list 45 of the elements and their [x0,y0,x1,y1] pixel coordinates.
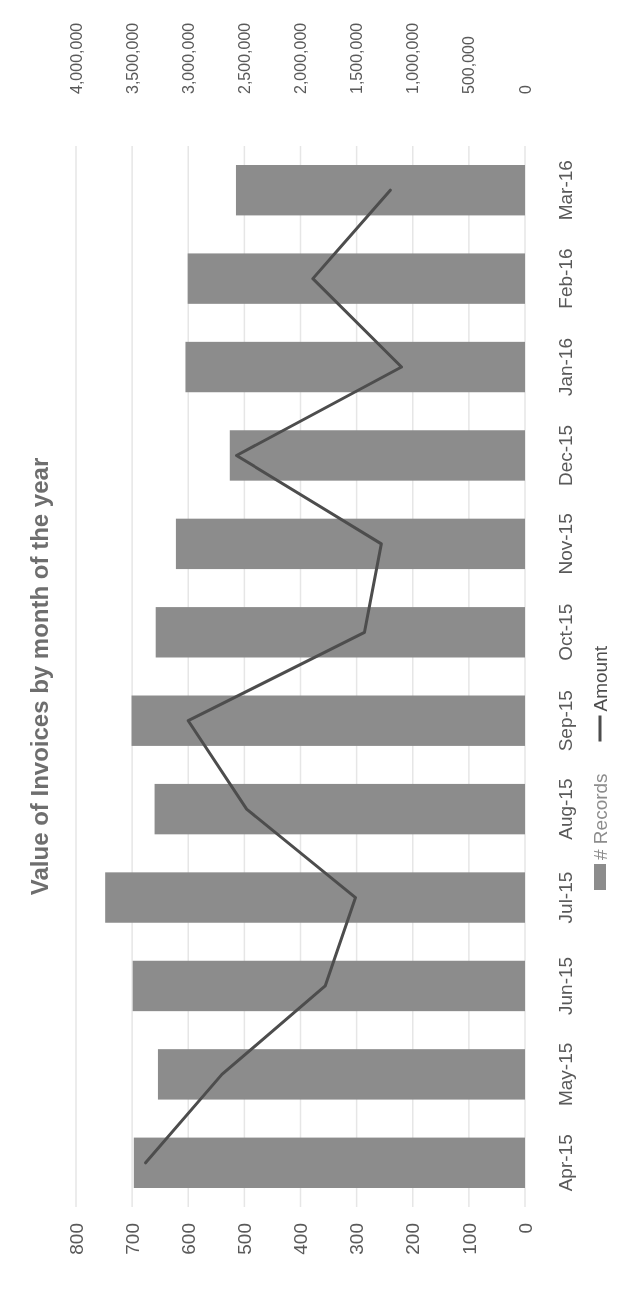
x-tick-label: 700 [121,1223,143,1255]
x-tick-label: 800 [65,1223,87,1255]
bar [185,341,525,393]
bar [157,1049,525,1100]
bar [155,607,525,658]
x2-tick-label: 1,000,000 [404,22,422,94]
text: # Records [589,773,611,860]
x-tick-label: 600 [177,1223,199,1255]
x2-tick-label: 500,000 [460,36,478,94]
x2-tick-label: 2,000,000 [292,22,310,94]
x-tick-label: 0 [514,1223,536,1234]
x-tick-label: 400 [290,1223,312,1255]
y-tick-label: Jan-16 [554,337,576,397]
y-tick-label: Jun-15 [554,956,576,1016]
x2-tick-label: 4,000,000 [67,22,85,94]
y-tick-label: Apr-15 [554,1134,576,1192]
bar [131,695,525,746]
y-tick-label: May-15 [554,1042,576,1107]
x-tick-label: 500 [234,1223,256,1255]
bar [235,165,525,216]
y-tick-label: Aug-15 [554,778,576,840]
text: Value of Invoices by month of the year [26,457,54,896]
x-tick-label: 300 [346,1223,368,1255]
y-tick-label: Oct-15 [554,603,576,661]
y-tick-label: Feb-16 [554,248,576,309]
bar [154,783,525,835]
y-tick-label: Nov-15 [554,513,576,575]
x2-tick-label: 0 [516,85,534,94]
y-tick-label: Jul-15 [554,871,576,924]
bar [133,1137,525,1188]
bar [132,960,525,1012]
x-tick-label: 200 [402,1223,424,1255]
x2-tick-label: 3,500,000 [123,22,141,94]
bar [187,253,525,304]
bar [175,518,525,570]
x2-tick-label: 2,500,000 [235,22,253,94]
bar [229,430,525,481]
y-tick-label: Mar-16 [554,160,576,221]
y-tick-label: Sep-15 [554,690,576,752]
bar [105,872,525,923]
y-tick-label: Dec-15 [554,424,576,487]
text: Amount [589,645,611,712]
x2-tick-label: 3,000,000 [179,22,197,94]
x-tick-label: 100 [458,1223,480,1255]
x2-tick-label: 1,500,000 [348,22,366,94]
